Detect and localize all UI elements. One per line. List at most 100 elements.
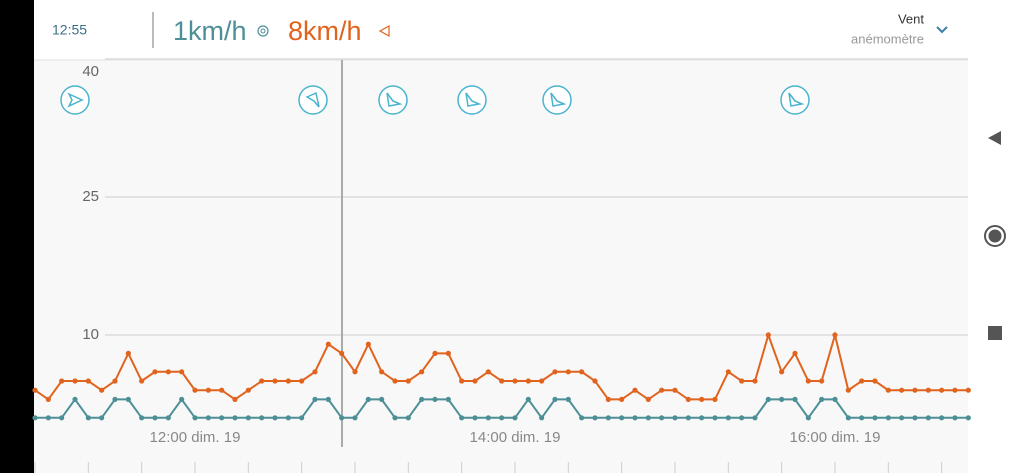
data-point — [379, 396, 385, 402]
wind-direction-icons — [60, 85, 810, 115]
data-point — [232, 415, 238, 421]
wind-direction-icon — [780, 85, 810, 115]
data-point — [779, 396, 785, 402]
data-point — [339, 415, 345, 421]
data-point — [765, 396, 771, 402]
x-tick-label: 14:00 dim. 19 — [470, 429, 561, 446]
x-tick-label: 12:00 dim. 19 — [150, 429, 241, 446]
data-point — [845, 387, 851, 393]
wind-direction-icon — [457, 85, 487, 115]
nav-recent[interactable] — [988, 326, 1002, 340]
data-point — [725, 369, 731, 375]
data-point — [219, 387, 225, 393]
data-point — [419, 396, 425, 402]
data-point — [965, 415, 971, 421]
data-point — [32, 415, 38, 421]
data-point — [205, 415, 211, 421]
data-point — [379, 369, 385, 375]
data-point — [219, 415, 225, 421]
data-point — [939, 415, 945, 421]
data-point — [699, 415, 705, 421]
data-point — [672, 415, 678, 421]
data-point — [659, 415, 665, 421]
data-point — [179, 396, 185, 402]
data-point — [859, 378, 865, 384]
data-point — [592, 415, 598, 421]
data-point — [259, 378, 265, 384]
data-point — [352, 415, 358, 421]
data-point — [605, 415, 611, 421]
data-point — [312, 396, 318, 402]
wind-icon — [257, 25, 269, 37]
data-point — [152, 369, 158, 375]
nav-back[interactable] — [988, 131, 1001, 145]
data-point — [659, 387, 665, 393]
data-point — [45, 396, 51, 402]
wind-direction-icon — [298, 85, 328, 115]
data-point — [512, 378, 518, 384]
data-point — [125, 350, 131, 356]
data-point — [499, 378, 505, 384]
data-point — [619, 415, 625, 421]
y-tick-label: 10 — [82, 326, 99, 343]
sensor-title[interactable]: Vent — [898, 11, 924, 26]
nav-home[interactable] — [984, 225, 1006, 247]
data-point — [819, 378, 825, 384]
data-point — [832, 396, 838, 402]
data-point — [139, 378, 145, 384]
data-point — [339, 350, 345, 356]
data-point — [565, 396, 571, 402]
data-point — [312, 369, 318, 375]
data-point — [739, 415, 745, 421]
data-point — [712, 415, 718, 421]
data-point — [579, 415, 585, 421]
data-point — [925, 415, 931, 421]
data-point — [472, 378, 478, 384]
data-point — [99, 387, 105, 393]
clock: 12:55 — [52, 22, 87, 38]
data-point — [485, 415, 491, 421]
y-tick-label: 40 — [82, 63, 99, 80]
wind-speed: 1km/h — [173, 16, 247, 46]
data-point — [99, 415, 105, 421]
data-point — [672, 387, 678, 393]
data-point — [805, 415, 811, 421]
data-point — [32, 387, 38, 393]
data-point — [365, 341, 371, 347]
data-point — [779, 369, 785, 375]
data-point — [739, 378, 745, 384]
data-point — [912, 387, 918, 393]
y-tick-label: 25 — [82, 188, 99, 205]
data-point — [245, 415, 251, 421]
gust-speed: 8km/h — [288, 16, 362, 46]
wind-direction-icon — [378, 85, 408, 115]
data-point — [299, 415, 305, 421]
data-point — [285, 378, 291, 384]
wind-icon — [260, 28, 266, 34]
data-point — [459, 378, 465, 384]
data-point — [179, 369, 185, 375]
data-point — [499, 415, 505, 421]
data-point — [205, 387, 211, 393]
data-point — [272, 415, 278, 421]
data-point — [72, 378, 78, 384]
wind-direction-icon — [60, 85, 90, 115]
data-point — [325, 341, 331, 347]
data-point — [419, 369, 425, 375]
data-point — [952, 415, 958, 421]
sensor-subtitle[interactable]: anémomètre — [851, 31, 924, 46]
data-point — [632, 415, 638, 421]
data-point — [632, 387, 638, 393]
data-point — [192, 387, 198, 393]
data-point — [392, 378, 398, 384]
x-tick-label: 16:00 dim. 19 — [790, 429, 881, 446]
data-point — [445, 350, 451, 356]
data-point — [899, 387, 905, 393]
data-point — [112, 396, 118, 402]
data-point — [72, 396, 78, 402]
data-point — [59, 415, 65, 421]
dropdown-chevron[interactable] — [936, 26, 948, 34]
data-point — [152, 415, 158, 421]
data-point — [725, 415, 731, 421]
data-point — [285, 415, 291, 421]
